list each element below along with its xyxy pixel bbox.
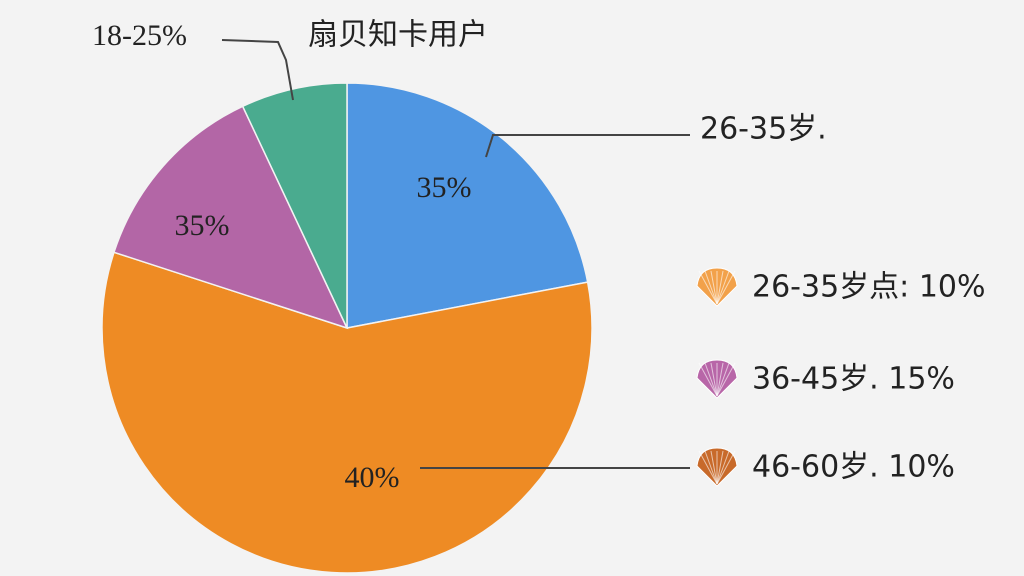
pie-slice — [346, 82, 589, 329]
pie-slice — [241, 82, 348, 329]
legend-icon-rib — [716, 450, 736, 485]
slice-label: 35% — [175, 209, 230, 242]
legend-label: 26-35岁点: 10% — [752, 270, 986, 305]
legend-icon-rib — [716, 270, 736, 305]
legend: 26-35岁点: 10% 36-45岁. 15% 46-60岁. 10% — [696, 267, 986, 487]
legend-icon-rib — [716, 362, 736, 397]
legend-icon-rib — [704, 362, 718, 397]
slice-label: 40% — [345, 461, 400, 494]
legend-icon-rib — [698, 270, 718, 305]
leader-line — [485, 134, 690, 158]
legend-icon-rib — [704, 450, 718, 485]
pie — [101, 82, 593, 574]
legend-icon-rib — [710, 450, 718, 485]
legend-label: 36-45岁. 15% — [752, 362, 955, 397]
pie-slice — [113, 105, 349, 330]
legend-icon-rib — [710, 270, 718, 305]
legend-label: 46-60岁. 10% — [752, 450, 955, 485]
legend-icon-rib — [698, 450, 718, 485]
legend-icon-rib — [704, 270, 718, 305]
legend-icon-rib — [716, 362, 724, 397]
legend-icon-rib — [716, 450, 730, 485]
chart-title: 扇贝知卡用户 — [308, 18, 488, 53]
category-label: 18-25% — [92, 19, 187, 52]
pie-slice — [101, 251, 593, 574]
slice-label: 35% — [417, 171, 472, 204]
category-label: 26-35岁. — [700, 112, 827, 147]
legend-icon-rib — [716, 450, 724, 485]
legend-icon-rib — [716, 362, 730, 397]
leader-line — [221, 39, 294, 101]
legend-icon-rib — [716, 270, 724, 305]
legend-icon-rib — [716, 270, 730, 305]
legend-icon-rib — [710, 362, 718, 397]
legend-icon-rib — [698, 362, 718, 397]
